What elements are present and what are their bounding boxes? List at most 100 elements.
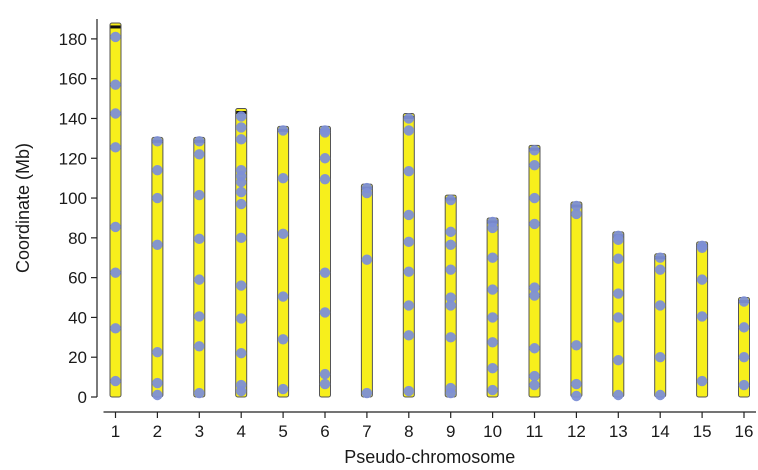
marker-point bbox=[152, 164, 163, 176]
marker-point bbox=[613, 253, 624, 264]
y-tick-label: 100 bbox=[59, 189, 87, 208]
marker-point bbox=[445, 239, 456, 251]
marker-point bbox=[403, 266, 414, 277]
marker-point bbox=[194, 311, 205, 322]
marker-point bbox=[613, 389, 624, 401]
marker-point bbox=[319, 173, 331, 185]
marker-point bbox=[319, 307, 331, 318]
marker-point bbox=[152, 239, 163, 251]
marker-point bbox=[194, 274, 205, 285]
marker-point bbox=[236, 176, 247, 188]
chromosome-bar bbox=[277, 125, 290, 398]
x-axis-title: Pseudo-chromosome bbox=[344, 447, 515, 467]
x-tick-label: 6 bbox=[320, 422, 329, 441]
chromosome-bar bbox=[109, 22, 122, 398]
marker-point bbox=[194, 149, 205, 160]
marker-point bbox=[319, 153, 331, 164]
marker-point bbox=[236, 111, 247, 122]
marker-point bbox=[529, 218, 540, 230]
marker-point bbox=[571, 390, 582, 402]
marker-point bbox=[613, 312, 624, 323]
chromosome-8 bbox=[402, 112, 415, 398]
marker-point bbox=[319, 267, 331, 278]
chromosome-13 bbox=[612, 230, 625, 401]
marker-point bbox=[236, 313, 247, 324]
marker-point bbox=[487, 384, 498, 396]
marker-point bbox=[571, 200, 582, 212]
chromosome-5 bbox=[277, 125, 290, 398]
marker-point bbox=[403, 209, 414, 221]
marker-point bbox=[403, 236, 414, 248]
marker-point bbox=[152, 136, 163, 147]
chromosome-bar bbox=[570, 201, 583, 398]
marker-point bbox=[110, 142, 121, 153]
chromosome-11 bbox=[528, 144, 541, 398]
x-tick-label: 5 bbox=[278, 422, 287, 441]
marker-point bbox=[110, 221, 121, 233]
marker-point bbox=[529, 290, 540, 301]
x-tick-label: 7 bbox=[362, 422, 371, 441]
marker-point bbox=[613, 288, 624, 299]
marker-point bbox=[277, 172, 289, 184]
marker-point bbox=[110, 31, 121, 43]
chromosome-3 bbox=[193, 136, 206, 399]
marker-point bbox=[738, 379, 750, 391]
chromosome-4 bbox=[235, 108, 248, 398]
marker-point bbox=[236, 198, 247, 210]
marker-point bbox=[655, 389, 666, 401]
marker-point bbox=[738, 296, 750, 307]
marker-point bbox=[194, 387, 205, 399]
marker-point bbox=[445, 292, 456, 303]
marker-point bbox=[403, 125, 414, 136]
chromosome-10 bbox=[486, 216, 499, 398]
y-axis-title: Coordinate (Mb) bbox=[13, 143, 33, 273]
marker-point bbox=[277, 125, 289, 136]
marker-point bbox=[529, 282, 540, 293]
marker-point bbox=[110, 323, 121, 334]
marker-point bbox=[319, 368, 331, 380]
x-tick-label: 13 bbox=[609, 422, 628, 441]
marker-point bbox=[152, 389, 163, 401]
marker-point bbox=[571, 340, 582, 351]
marker-point bbox=[277, 291, 289, 302]
marker-point bbox=[110, 375, 121, 387]
marker-point bbox=[487, 252, 498, 263]
marker-point bbox=[361, 387, 373, 399]
x-tick-label: 11 bbox=[526, 422, 544, 441]
chromosome-bar bbox=[319, 125, 331, 398]
marker-point bbox=[655, 352, 666, 363]
marker-point bbox=[655, 264, 666, 275]
x-tick-label: 16 bbox=[735, 422, 754, 441]
chromosome-14 bbox=[654, 252, 667, 401]
marker-point bbox=[529, 379, 540, 391]
chromosome-bar bbox=[654, 253, 667, 398]
x-tick-label: 12 bbox=[567, 422, 586, 441]
chromosome-bar bbox=[402, 112, 415, 398]
marker-point bbox=[236, 122, 247, 133]
y-tick-label: 0 bbox=[78, 388, 87, 407]
marker-point bbox=[152, 377, 163, 389]
marker-point bbox=[403, 330, 414, 341]
x-tick-label: 10 bbox=[483, 422, 502, 441]
marker-point bbox=[236, 134, 247, 145]
x-tick-label: 1 bbox=[111, 422, 120, 441]
marker-point bbox=[445, 226, 456, 238]
marker-point bbox=[696, 311, 708, 322]
y-tick-label: 140 bbox=[59, 109, 87, 128]
marker-point bbox=[445, 387, 456, 399]
marker-point bbox=[319, 127, 331, 138]
marker-point bbox=[487, 222, 498, 234]
marker-point bbox=[696, 274, 708, 285]
marker-point bbox=[487, 312, 498, 323]
marker-point bbox=[445, 332, 456, 343]
y-tick-label: 180 bbox=[59, 30, 87, 49]
y-tick-label: 60 bbox=[68, 269, 87, 288]
marker-point bbox=[529, 343, 540, 354]
y-tick-label: 160 bbox=[59, 70, 87, 89]
marker-point bbox=[403, 113, 414, 124]
chromosome-end-mark bbox=[110, 25, 121, 29]
marker-point bbox=[110, 267, 121, 278]
marker-point bbox=[277, 383, 289, 395]
